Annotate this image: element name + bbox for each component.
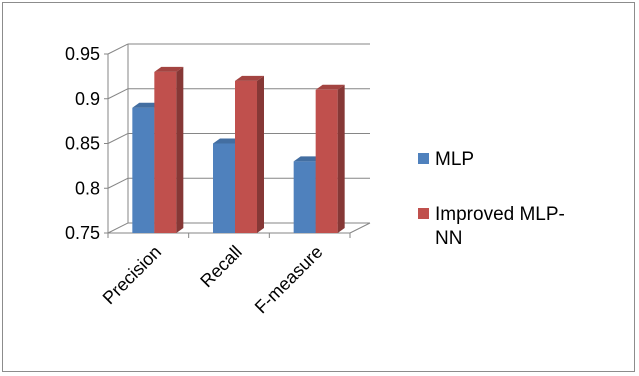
floor-edge xyxy=(349,222,371,234)
y-tick-label: 0.8 xyxy=(75,178,100,198)
bar-top-face xyxy=(235,75,264,81)
bar-side-face xyxy=(176,66,184,234)
bar-top-face xyxy=(132,102,162,108)
legend-label-mlp: MLP xyxy=(435,149,475,170)
bar-top-face xyxy=(315,84,345,90)
x-tick-label: Recall xyxy=(196,242,246,292)
bar-improved-mlp-nn-f-measure xyxy=(315,89,338,233)
legend-item-mlp: MLP xyxy=(418,148,585,172)
side-wall-gridline xyxy=(107,222,129,234)
legend-swatch-mlp xyxy=(418,153,429,164)
bar-top-face xyxy=(293,156,323,162)
bar-top-face xyxy=(213,138,242,144)
legend-item-improved-mlp-nn: Improved MLP-NN xyxy=(418,203,585,251)
y-tick-label: 0.85 xyxy=(65,134,100,154)
y-tick-label: 0.75 xyxy=(65,223,100,243)
legend-swatch-improved-mlp-nn xyxy=(418,208,429,219)
side-wall-gridline xyxy=(107,43,129,55)
side-wall-gridline xyxy=(107,88,129,100)
bar-mlp-recall xyxy=(213,143,235,233)
bar-improved-mlp-nn-recall xyxy=(235,80,257,233)
x-tick-label: F-measure xyxy=(251,242,327,318)
bar-mlp-precision xyxy=(132,107,155,233)
y-tick-label: 0.9 xyxy=(75,89,100,109)
y-tick-label: 0.95 xyxy=(65,44,100,64)
side-wall-gridline xyxy=(107,133,129,144)
bar-side-face xyxy=(337,84,345,233)
bar-improved-mlp-nn-precision xyxy=(154,71,177,234)
x-tick-label: Precision xyxy=(99,242,165,308)
bar-side-face xyxy=(257,75,264,233)
bar-mlp-f-measure xyxy=(293,161,316,233)
legend-label-improved-mlp-nn: Improved MLP-NN xyxy=(435,204,565,249)
bar-top-face xyxy=(154,66,184,72)
side-wall-gridline xyxy=(107,177,129,189)
